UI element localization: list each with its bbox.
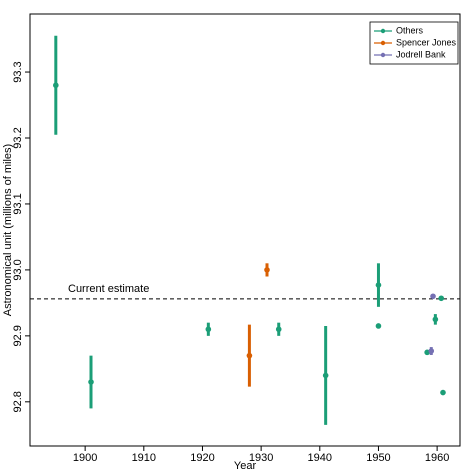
point — [322, 372, 329, 379]
reference-label: Current estimate — [68, 283, 149, 295]
x-tick-label: 1920 — [190, 452, 214, 464]
point — [440, 389, 446, 396]
point — [264, 267, 270, 273]
legend-dot — [380, 28, 386, 34]
point — [375, 323, 382, 329]
x-tick-label: 1910 — [132, 452, 156, 464]
point — [53, 82, 59, 89]
point — [438, 295, 445, 302]
y-axis-label: Astronomical unit (millions of miles) — [2, 144, 14, 316]
y-tick-label: 93.1 — [12, 193, 24, 214]
point — [246, 352, 253, 359]
point — [432, 316, 439, 323]
point — [430, 293, 436, 300]
point — [275, 326, 282, 333]
x-tick-label: 1950 — [366, 452, 390, 464]
legend-label: Jodrell Bank — [396, 49, 446, 59]
point — [88, 379, 94, 385]
x-tick-label: 1930 — [249, 452, 273, 464]
legend-label: Others — [396, 25, 424, 35]
y-tick-label: 93.3 — [12, 61, 24, 82]
y-tick-label: 92.9 — [12, 325, 24, 346]
legend-dot — [380, 52, 386, 58]
y-tick-label: 93.2 — [12, 127, 24, 148]
x-tick-label: 1960 — [425, 452, 449, 464]
y-tick-label: 93.0 — [12, 259, 24, 280]
x-axis-label: Year — [234, 460, 257, 472]
x-tick-label: 1940 — [308, 452, 332, 464]
legend-dot — [380, 40, 386, 46]
y-tick-label: 92.8 — [12, 391, 24, 412]
x-tick-label: 1900 — [73, 452, 97, 464]
legend-label: Spencer Jones — [396, 37, 457, 47]
point — [428, 348, 435, 354]
plot-frame — [29, 13, 461, 447]
point — [205, 326, 212, 333]
point — [375, 282, 382, 288]
